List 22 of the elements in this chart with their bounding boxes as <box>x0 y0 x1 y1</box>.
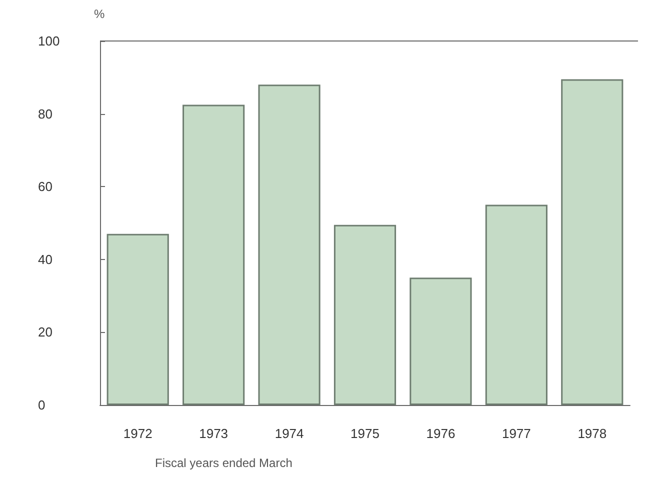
bar <box>182 104 245 405</box>
bar <box>485 204 548 405</box>
y-tick-label: 60 <box>38 179 52 194</box>
y-tick-label: 80 <box>38 106 52 122</box>
bar <box>334 224 396 405</box>
y-tick-label: 0 <box>38 398 46 412</box>
x-tick-label: 1976 <box>426 426 456 441</box>
y-tick-label: 100 <box>38 34 60 48</box>
bar <box>410 278 472 405</box>
y-axis-title: % <box>94 7 105 21</box>
x-tick-label: 1977 <box>502 426 531 441</box>
x-tick-label: 1975 <box>350 426 380 441</box>
bar <box>561 79 624 405</box>
x-tick-label: 1973 <box>199 426 228 441</box>
y-tick-label: 40 <box>38 252 52 267</box>
x-tick-label: 1972 <box>123 426 152 441</box>
x-axis-title: Fiscal years ended March <box>155 456 292 470</box>
x-tick-label: 1978 <box>578 426 607 441</box>
bar <box>106 234 169 405</box>
bar <box>258 84 320 405</box>
y-tick-label: 20 <box>38 324 52 340</box>
x-tick-label: 1974 <box>274 426 304 441</box>
